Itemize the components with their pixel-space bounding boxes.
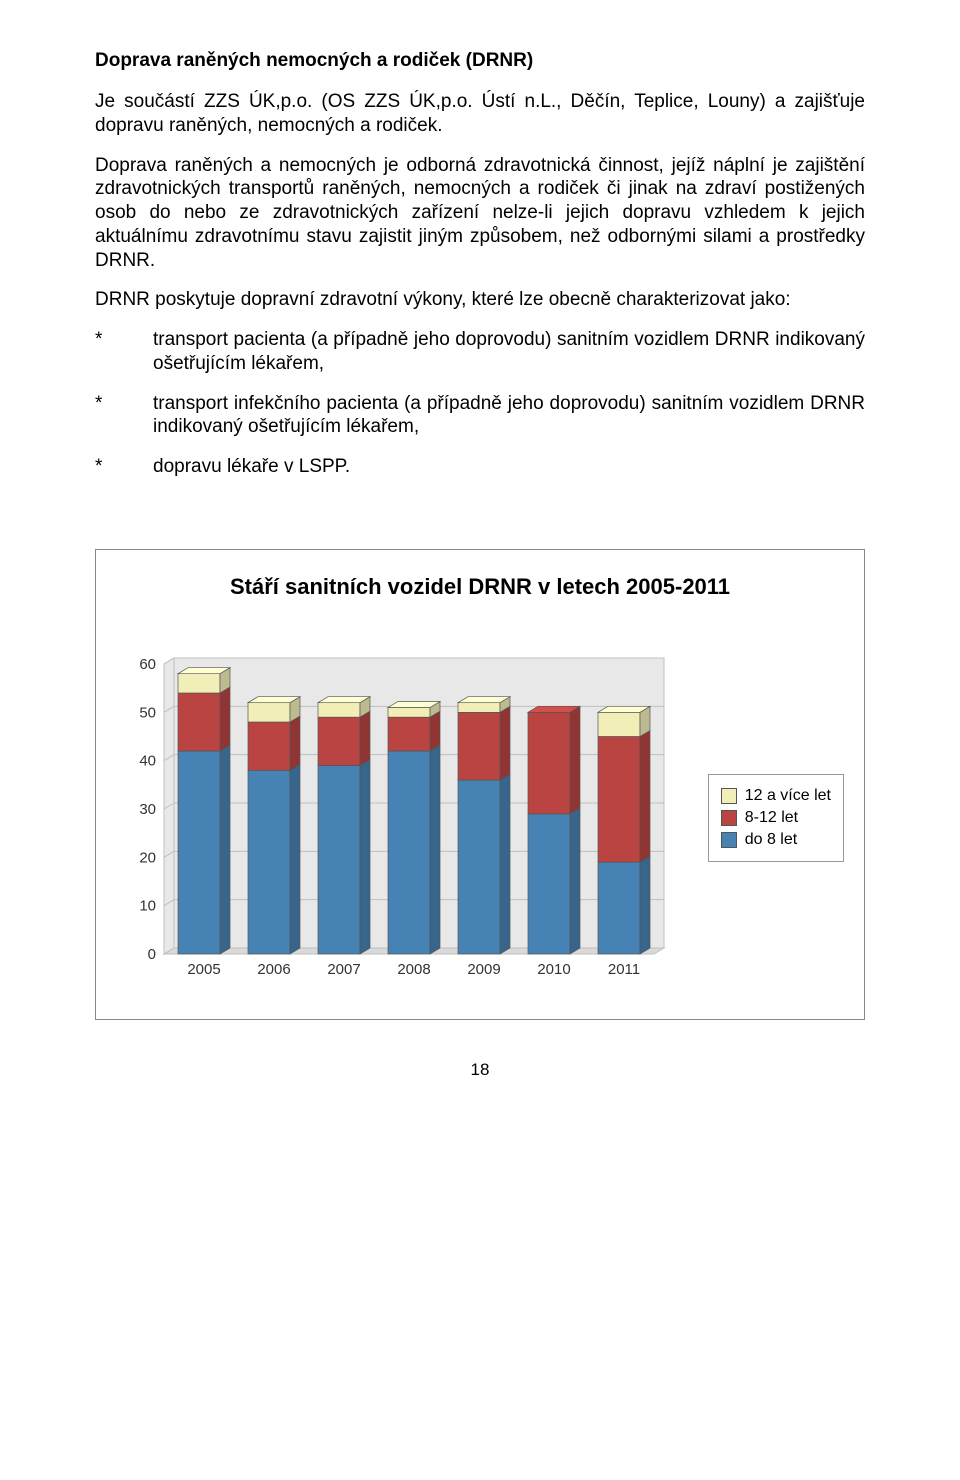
chart-legend: 12 a více let 8-12 let do 8 let bbox=[708, 774, 844, 862]
svg-text:30: 30 bbox=[139, 801, 156, 818]
svg-text:2008: 2008 bbox=[397, 961, 430, 978]
bullet-item: * transport infekčního pacienta (a přípa… bbox=[95, 392, 865, 440]
chart-container: Stáří sanitních vozidel DRNR v letech 20… bbox=[95, 549, 865, 1020]
legend-label: do 8 let bbox=[745, 831, 797, 849]
svg-text:2010: 2010 bbox=[537, 961, 570, 978]
legend-item: 8-12 let bbox=[721, 809, 831, 827]
svg-text:2007: 2007 bbox=[327, 961, 360, 978]
svg-text:2006: 2006 bbox=[257, 961, 290, 978]
legend-label: 8-12 let bbox=[745, 809, 798, 827]
legend-swatch bbox=[721, 832, 737, 848]
legend-item: do 8 let bbox=[721, 831, 831, 849]
svg-text:2009: 2009 bbox=[467, 961, 500, 978]
bullet-mark: * bbox=[95, 455, 153, 479]
chart-plot: 0 10 20 30 40 50 60 2005 2006 2007 2008 2009 2010 201… bbox=[116, 644, 696, 989]
svg-text:10: 10 bbox=[139, 897, 156, 914]
bullet-text: transport infekčního pacienta (a případn… bbox=[153, 392, 865, 440]
page-number: 18 bbox=[95, 1060, 865, 1080]
svg-text:60: 60 bbox=[139, 656, 156, 673]
bullet-text: dopravu lékaře v LSPP. bbox=[153, 455, 865, 479]
svg-text:20: 20 bbox=[139, 849, 156, 866]
svg-text:2011: 2011 bbox=[608, 961, 640, 978]
bullet-text: transport pacienta (a případně jeho dopr… bbox=[153, 328, 865, 376]
bullet-item: * dopravu lékaře v LSPP. bbox=[95, 455, 865, 479]
bullet-mark: * bbox=[95, 328, 153, 376]
svg-text:0: 0 bbox=[148, 946, 156, 963]
bullet-mark: * bbox=[95, 392, 153, 440]
chart-title: Stáří sanitních vozidel DRNR v letech 20… bbox=[116, 574, 844, 600]
svg-text:2005: 2005 bbox=[187, 961, 220, 978]
chart-svg: 0 10 20 30 40 50 60 2005 2006 2007 2008 2009 2010 201… bbox=[116, 644, 676, 984]
bullet-item: * transport pacienta (a případně jeho do… bbox=[95, 328, 865, 376]
paragraph-3: DRNR poskytuje dopravní zdravotní výkony… bbox=[95, 288, 865, 312]
section-heading: Doprava raněných nemocných a rodiček (DR… bbox=[95, 50, 865, 72]
legend-item: 12 a více let bbox=[721, 787, 831, 805]
legend-label: 12 a více let bbox=[745, 787, 831, 805]
legend-swatch bbox=[721, 788, 737, 804]
svg-text:50: 50 bbox=[139, 704, 156, 721]
legend-swatch bbox=[721, 810, 737, 826]
paragraph-2: Doprava raněných a nemocných je odborná … bbox=[95, 154, 865, 273]
svg-text:40: 40 bbox=[139, 752, 156, 769]
paragraph-1: Je součástí ZZS ÚK,p.o. (OS ZZS ÚK,p.o. … bbox=[95, 90, 865, 138]
